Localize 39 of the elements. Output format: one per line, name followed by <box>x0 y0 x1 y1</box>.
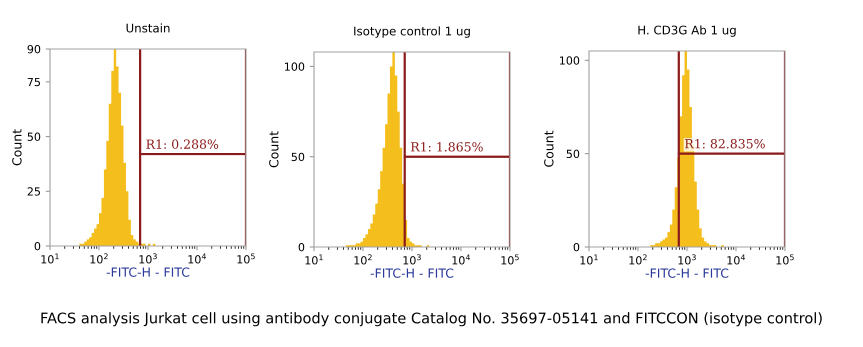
y-tick-label: 100 <box>284 62 304 71</box>
annotation: R1: 0.288% <box>146 139 218 149</box>
x-tick-label: 10$^{3}$ <box>403 254 421 265</box>
x-tick-label: 10$^{4}$ <box>727 254 745 265</box>
x-tick-label: 10$^{2}$ <box>90 253 108 264</box>
y-axis-title: Count <box>12 129 22 166</box>
y-tick-label: 50 <box>28 132 40 141</box>
y-tick-label: 50 <box>566 150 580 158</box>
y-tick-label: 50 <box>292 152 304 162</box>
x-tick-label: 10$^{1}$ <box>580 254 598 265</box>
x-tick-label: 10$^{4}$ <box>452 254 470 265</box>
x-tick-label: 10$^{1}$ <box>41 253 59 264</box>
y-tick-label: 0 <box>34 242 40 250</box>
x-tick-label: 10$^{3}$ <box>139 253 157 264</box>
x-tick-label: 10$^{4}$ <box>188 253 206 264</box>
x-tick-label: 10$^{2}$ <box>629 254 647 265</box>
y-axis-title: Count <box>544 130 554 167</box>
annotation: R1: 1.865% <box>410 142 483 152</box>
x-axis-title: -FITC-H - FITC <box>106 267 190 277</box>
x-axis-title: -FITC-H - FITC <box>646 268 728 278</box>
x-tick-label: 10$^{5}$ <box>776 254 794 265</box>
annotation: R1: 82.835% <box>685 139 765 148</box>
chart-title: Isotype control 1 ug <box>354 26 470 38</box>
y-axis-title: Count <box>269 131 279 168</box>
chart-title: Unstain <box>126 23 170 32</box>
x-tick-label: 10$^{5}$ <box>237 253 255 264</box>
y-tick-label: 90 <box>28 44 40 54</box>
y-tick-label: 75 <box>28 78 40 86</box>
text: FACS analysis Jurkat cell using antibody conjugate Catalog No. 35697-05141 and FITCCON (isotype control) <box>41 312 822 326</box>
y-tick-label: 25 <box>28 187 40 196</box>
y-tick-label: 0 <box>574 242 580 252</box>
y-tick-label: 100 <box>560 56 580 65</box>
x-tick-label: 10$^{1}$ <box>305 254 323 265</box>
x-tick-label: 10$^{3}$ <box>678 254 696 265</box>
y-tick-label: 0 <box>298 242 304 252</box>
x-tick-label: 10$^{5}$ <box>501 254 519 265</box>
chart-title: H. CD3G Ab 1 ug <box>638 25 736 37</box>
x-tick-label: 10$^{2}$ <box>354 254 372 265</box>
x-axis-title: -FITC-H - FITC <box>370 268 454 278</box>
